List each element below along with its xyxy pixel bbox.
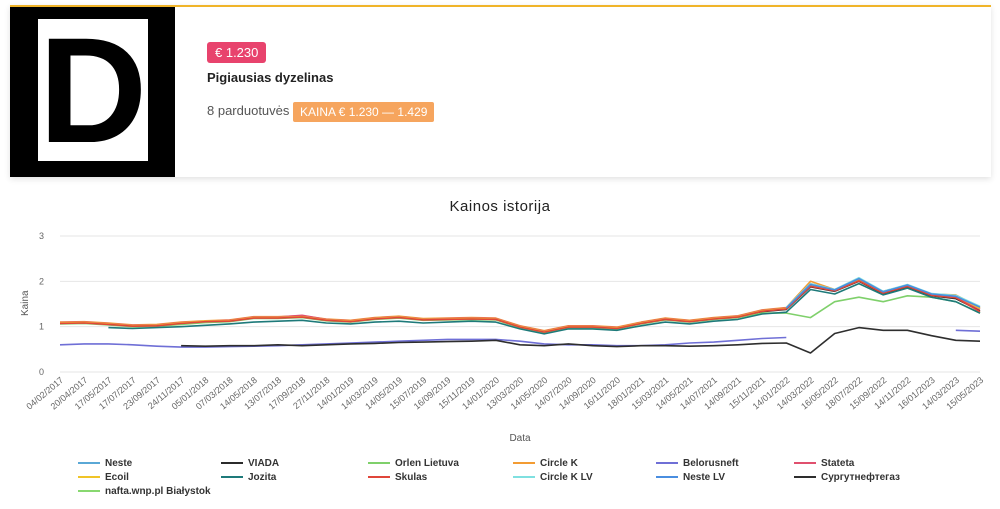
series-line — [59, 329, 981, 348]
legend-label: Orlen Lietuva — [395, 458, 459, 469]
product-card: D € 1.230 Pigiausias dyzelinas 8 parduot… — [10, 5, 991, 177]
legend-item[interactable]: Neste — [78, 458, 132, 469]
legend-label: Сургутнефтегаз — [821, 472, 901, 483]
legend-swatch — [368, 462, 390, 465]
legend-swatch — [513, 462, 535, 465]
legend-swatch — [513, 476, 535, 479]
legend-label: Skulas — [395, 472, 428, 483]
legend-item[interactable]: Circle K — [513, 458, 578, 469]
legend-swatch — [794, 476, 816, 479]
legend-swatch — [656, 476, 678, 479]
series-line — [181, 326, 981, 354]
legend-label: Neste LV — [683, 472, 726, 483]
legend-swatch — [78, 490, 100, 493]
legend-swatch — [221, 476, 243, 479]
series-line — [785, 277, 981, 309]
legend-item[interactable]: Neste LV — [656, 472, 725, 483]
y-axis-ticks: 0 1 2 3 — [39, 231, 44, 377]
legend-item[interactable]: Belorusneft — [656, 458, 739, 469]
chart-title: Kainos istorija — [449, 198, 551, 215]
x-axis-label: Data — [509, 433, 531, 444]
legend-swatch — [78, 476, 100, 479]
store-count: 8 parduotuvės — [207, 103, 290, 118]
x-axis-ticks: 04/02/201720/04/201717/05/201717/07/2017… — [24, 375, 985, 412]
legend-item[interactable]: Stateta — [794, 458, 854, 469]
legend-label: Jozita — [248, 472, 277, 483]
price-range-badge: KAINA € 1.230 — 1.429 — [293, 102, 435, 122]
legend-label: Circle K LV — [540, 472, 593, 483]
series-line — [108, 282, 981, 335]
series-line — [59, 280, 981, 333]
y-tick-label: 0 — [39, 367, 44, 377]
legend-item[interactable]: Ecoil — [78, 472, 129, 483]
legend-item[interactable]: Skulas — [368, 472, 427, 483]
legend-label: Stateta — [821, 458, 855, 469]
legend-item[interactable]: Сургутнефтегаз — [794, 472, 900, 483]
product-name: Pigiausias dyzelinas — [207, 70, 334, 85]
price-badge: € 1.230 — [207, 42, 267, 63]
legend-label: VIADA — [248, 458, 280, 469]
legend-label: Circle K — [540, 458, 578, 469]
legend-label: nafta.wnp.pl Białystok — [105, 486, 211, 497]
y-axis-label: Kaina — [20, 290, 31, 316]
product-logo: D — [10, 7, 175, 177]
legend-label: Belorusneft — [683, 458, 739, 469]
legend-swatch — [794, 462, 816, 465]
logo-letter: D — [38, 6, 148, 174]
legend-swatch — [78, 462, 100, 465]
y-tick-label: 2 — [39, 276, 44, 286]
chart-series — [59, 276, 981, 354]
legend-item[interactable]: nafta.wnp.pl Białystok — [78, 486, 211, 497]
y-tick-label: 3 — [39, 231, 44, 241]
y-tick-label: 1 — [39, 322, 44, 332]
legend-label: Ecoil — [105, 472, 129, 483]
legend-swatch — [656, 462, 678, 465]
legend-item[interactable]: Orlen Lietuva — [368, 458, 459, 469]
legend-item[interactable]: Circle K LV — [513, 472, 593, 483]
legend-item[interactable]: Jozita — [221, 472, 276, 483]
legend-swatch — [221, 462, 243, 465]
legend-item[interactable]: VIADA — [221, 458, 279, 469]
chart-grid — [60, 235, 980, 373]
series-line — [59, 280, 981, 333]
legend-swatch — [368, 476, 390, 479]
legend-label: Neste — [105, 458, 133, 469]
